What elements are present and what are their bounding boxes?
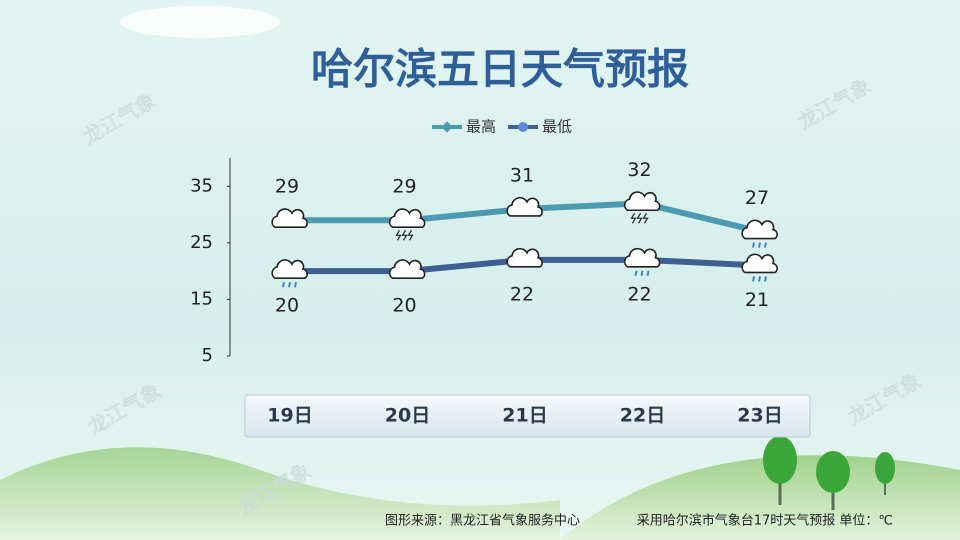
- cloud-icon: [623, 191, 661, 212]
- weather-icon: [623, 247, 661, 277]
- bolt: [395, 229, 402, 241]
- cloud-icon: [623, 247, 661, 268]
- data-label: 20: [392, 295, 416, 317]
- hill: [560, 455, 960, 540]
- data-label: 22: [510, 283, 534, 305]
- y-tick-label: 35: [190, 175, 213, 196]
- weather-icon: [271, 259, 308, 288]
- weather-icon: [741, 219, 778, 248]
- weather-icon: [741, 253, 778, 282]
- source: 图形来源：黑龙江省气象服务中心: [385, 513, 580, 529]
- y-tick-label: 15: [190, 288, 213, 309]
- rain-drop: [282, 281, 285, 288]
- x-tick-label: 19日: [267, 405, 312, 427]
- rain-drop: [288, 281, 291, 288]
- rain-drop: [752, 242, 755, 248]
- cloud-icon: [271, 208, 308, 229]
- rain-drop: [764, 242, 767, 248]
- y-tick-label: 5: [202, 345, 213, 366]
- cloud-icon: [506, 196, 543, 217]
- weather-icon: [623, 191, 661, 224]
- rain-drop: [294, 281, 297, 288]
- weather-icon: [506, 247, 543, 268]
- legend-label: 最低: [542, 118, 572, 136]
- data-label: 31: [510, 164, 534, 186]
- cloud-icon: [388, 208, 426, 229]
- cloud-decor: [120, 6, 280, 38]
- legend-label: 最高: [466, 118, 496, 136]
- bolt: [636, 212, 643, 224]
- weather-icon: [388, 208, 426, 241]
- bolt: [407, 229, 414, 241]
- cloud-icon: [741, 219, 778, 240]
- rain-drop: [752, 276, 755, 282]
- bolt: [630, 212, 637, 224]
- cloud-icon: [506, 247, 543, 268]
- trees: [763, 436, 895, 510]
- x-tick-label: 21日: [502, 405, 547, 427]
- data-label: 29: [392, 176, 416, 198]
- rain-drop: [634, 270, 638, 277]
- data-label: 32: [627, 159, 651, 181]
- weather-icon: [271, 208, 308, 229]
- note: 采用哈尔滨市气象台17时天气预报 单位：℃: [637, 513, 893, 529]
- bolt: [401, 229, 408, 241]
- data-label: 29: [275, 176, 299, 198]
- cloud-icon: [741, 253, 778, 274]
- category-band: [244, 394, 811, 438]
- data-label: 20: [275, 295, 299, 317]
- x-tick-label: 22日: [620, 405, 665, 427]
- rain-drop: [758, 242, 761, 248]
- cloud-icon: [388, 259, 426, 279]
- rain-drop: [758, 276, 761, 282]
- weather-icon: [506, 196, 543, 217]
- data-label: 21: [745, 289, 769, 311]
- rain-drop: [646, 270, 650, 277]
- cloud-icon: [271, 259, 308, 279]
- bolt: [642, 212, 649, 224]
- rain-drop: [640, 270, 644, 277]
- data-label: 22: [627, 283, 651, 305]
- x-tick-label: 23日: [737, 405, 782, 427]
- data-label: 27: [745, 187, 769, 209]
- x-tick-label: 20日: [385, 405, 430, 427]
- rain-drop: [764, 276, 767, 282]
- legend-marker: [518, 122, 528, 132]
- weather-icon: [388, 259, 426, 279]
- y-tick-label: 25: [190, 232, 213, 253]
- chart-title: 哈尔滨五日天气预报: [311, 45, 689, 94]
- hill: [0, 447, 560, 540]
